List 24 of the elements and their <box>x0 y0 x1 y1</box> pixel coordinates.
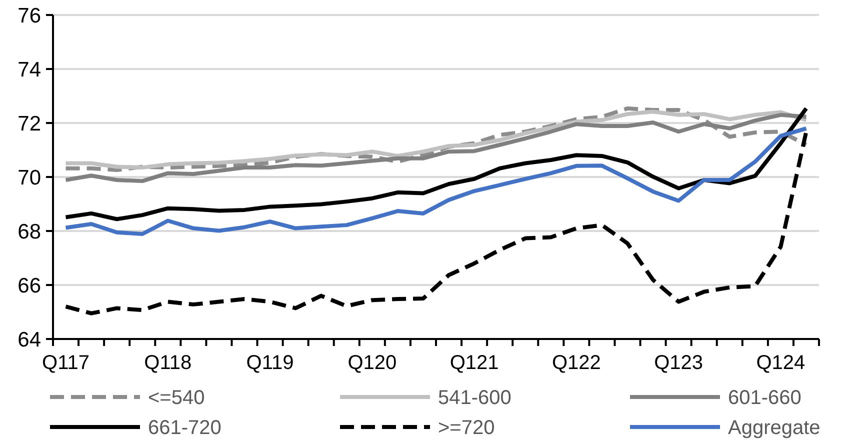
y-tick-label: 76 <box>18 4 41 28</box>
line-series <box>64 126 808 236</box>
x-tick-label: Q120 <box>348 352 397 374</box>
line-series <box>64 106 808 222</box>
x-tick-label: Q124 <box>756 352 806 374</box>
y-tick-label: 68 <box>18 220 41 244</box>
legend-label: 601-660 <box>728 387 802 409</box>
legend-label: <=540 <box>148 387 205 409</box>
x-tick-label: Q121 <box>450 352 499 374</box>
legend-label: 541-600 <box>438 387 512 409</box>
legend-label: 661-720 <box>148 417 222 439</box>
y-tick-label: 74 <box>18 58 42 82</box>
y-tick-label: 66 <box>18 274 41 298</box>
legend-label: >=720 <box>438 417 495 439</box>
y-tick-label: 70 <box>18 166 41 190</box>
x-tick-label: Q122 <box>552 352 601 374</box>
x-tick-label: Q117 <box>42 352 90 374</box>
line-series <box>64 130 808 316</box>
x-tick-label: Q119 <box>246 352 294 374</box>
y-tick-label: 64 <box>18 328 42 352</box>
x-tick-label: Q123 <box>654 352 704 374</box>
legend-label: Aggregate <box>728 417 820 439</box>
y-tick-label: 72 <box>18 112 41 136</box>
x-tick-label: Q118 <box>144 352 192 374</box>
